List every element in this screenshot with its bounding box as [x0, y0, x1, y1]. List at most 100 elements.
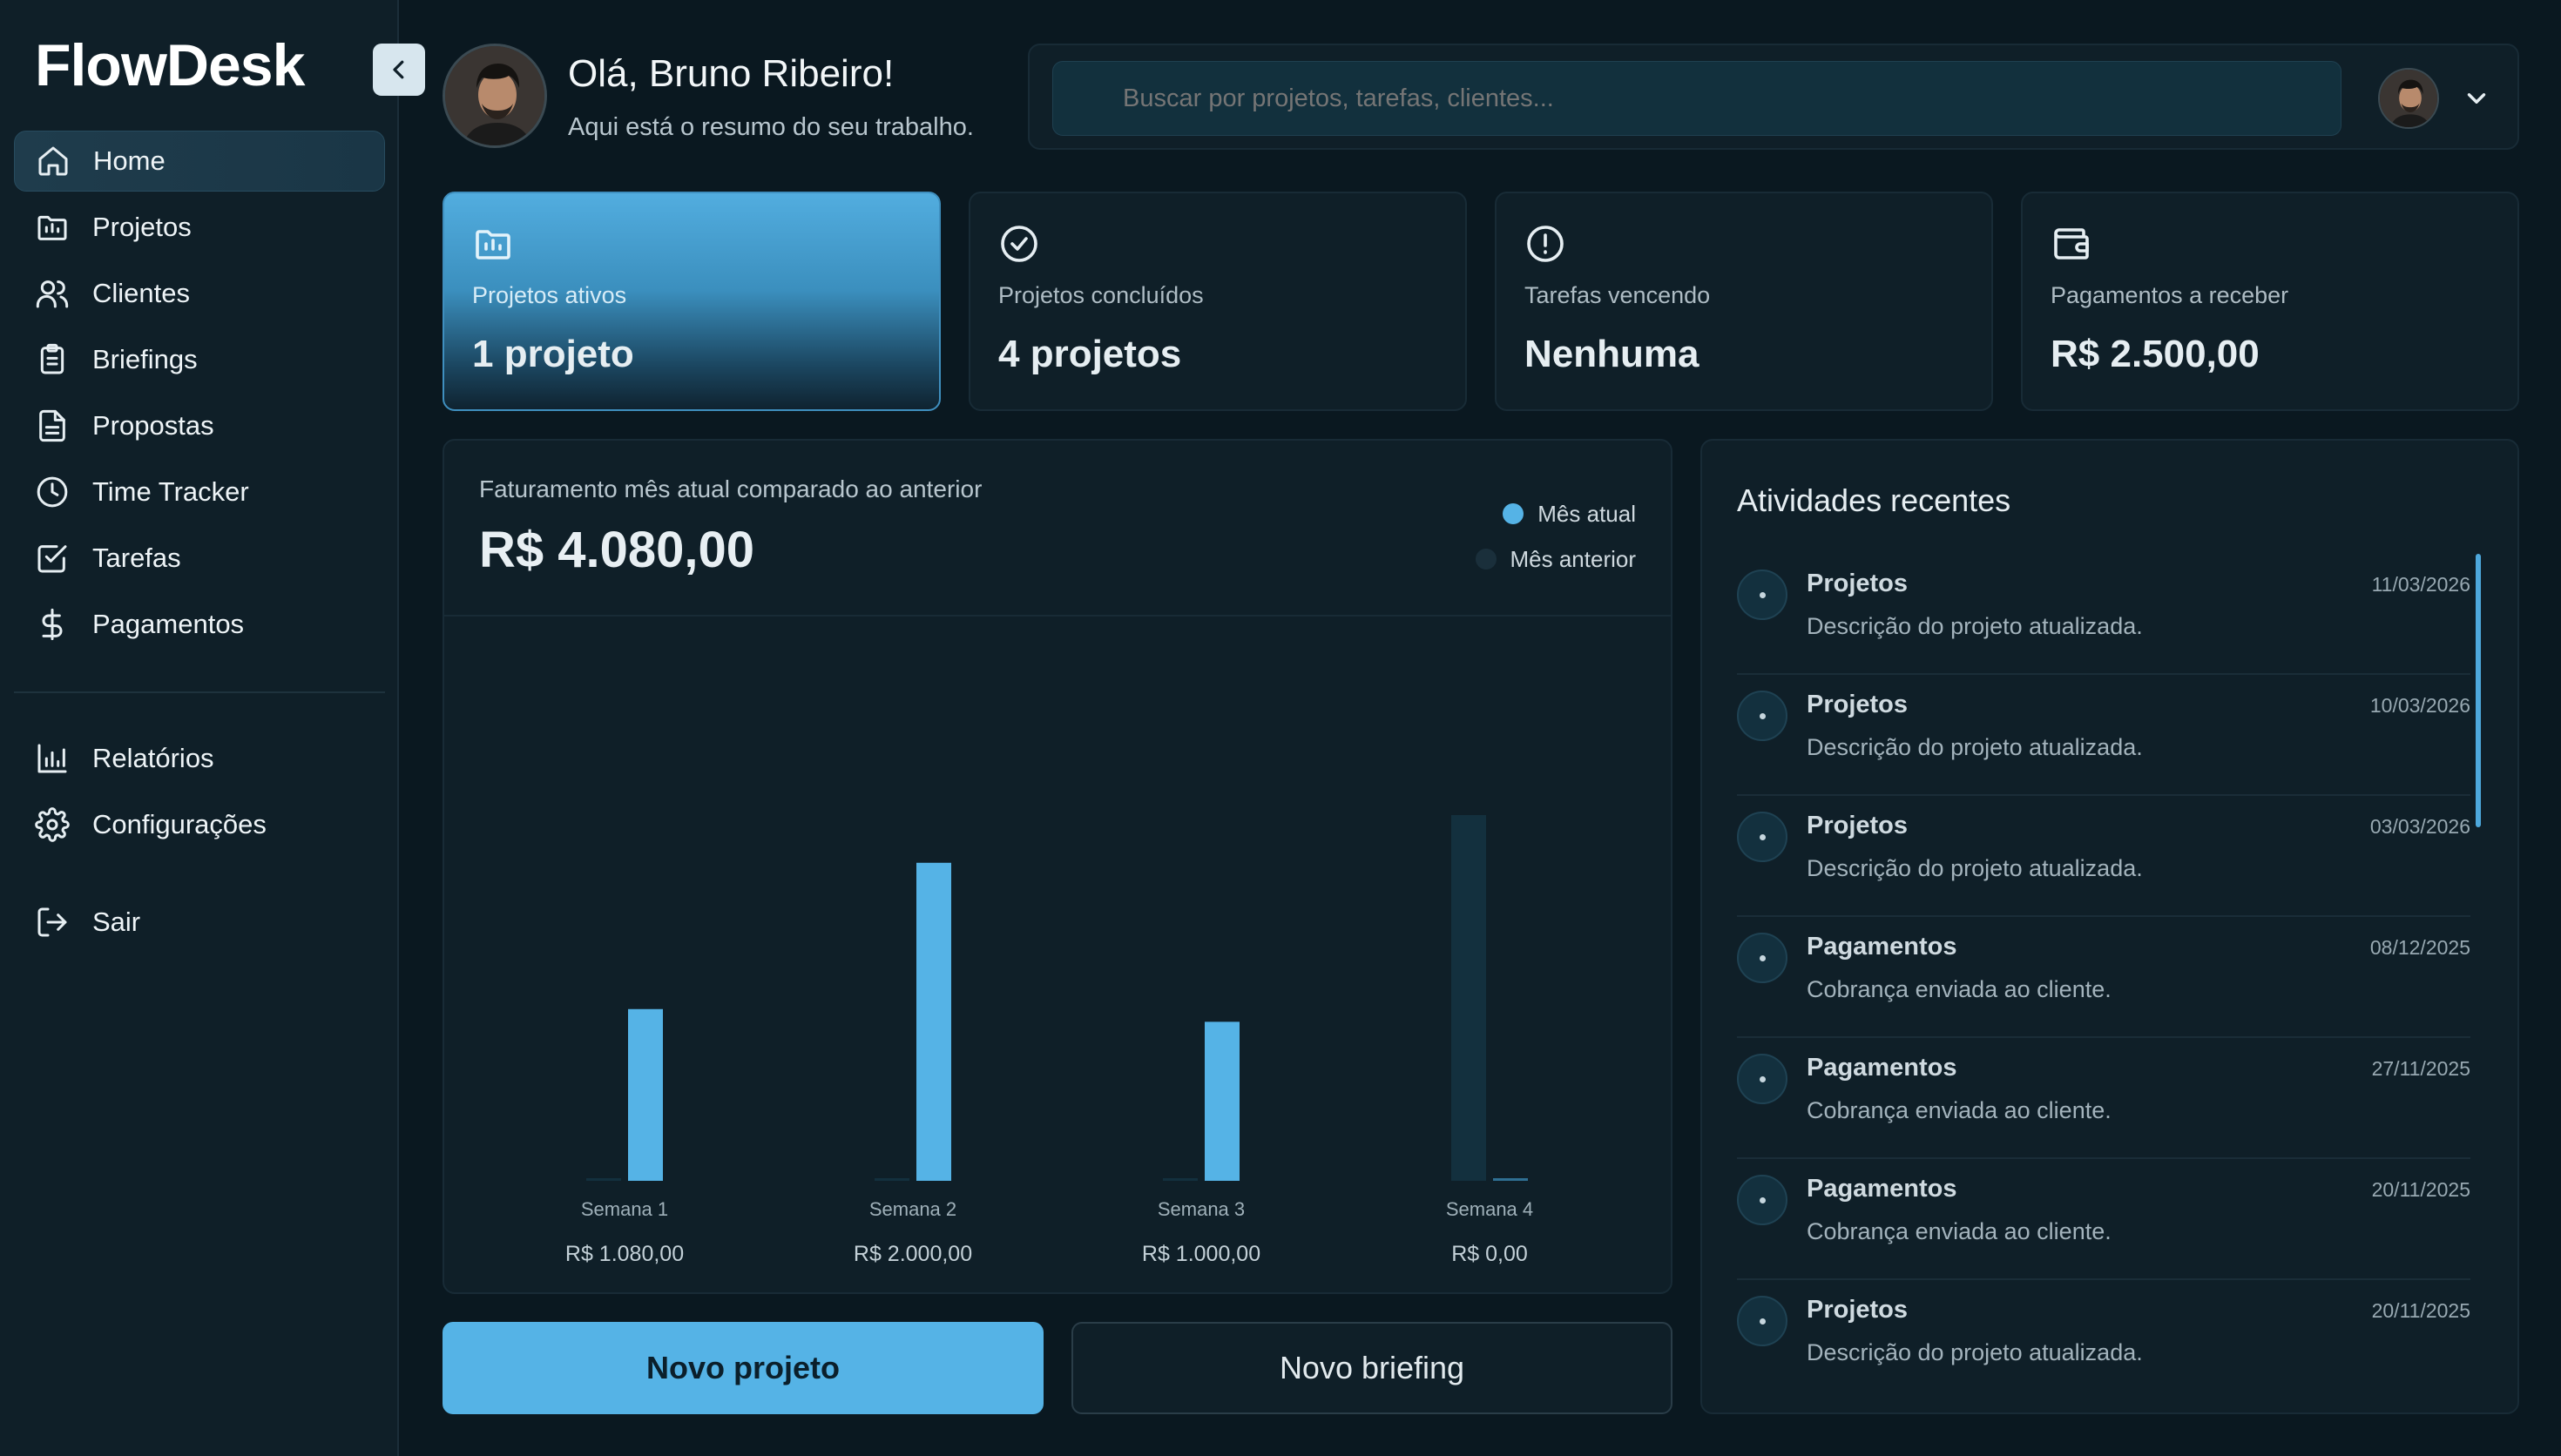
- bar-mes-anterior[interactable]: [875, 1178, 909, 1181]
- activity-description: Cobrança enviada ao cliente.: [1807, 1097, 2112, 1123]
- activity-name: Projetos: [1807, 1296, 1909, 1324]
- main-nav: Home Projetos Clientes Briefings Propost…: [14, 131, 385, 660]
- sidebar-item-sair[interactable]: Sair: [14, 892, 385, 953]
- sidebar-item-time-tracker[interactable]: Time Tracker: [14, 462, 385, 522]
- sidebar-item-label: Relatórios: [92, 743, 214, 773]
- users-icon: [36, 280, 69, 308]
- sidebar-item-briefings[interactable]: Briefings: [14, 329, 385, 390]
- sidebar: FlowDesk Home Projetos Clientes Briefing…: [0, 0, 399, 1456]
- user-photo-icon: [2380, 70, 2437, 127]
- bar-mes-atual[interactable]: [628, 1008, 663, 1181]
- sidebar-item-pagamentos[interactable]: Pagamentos: [14, 594, 385, 655]
- revenue-chart-panel: Faturamento mês atual comparado ao anter…: [443, 439, 1672, 1294]
- sidebar-divider: [14, 691, 385, 693]
- activity-date: 20/11/2025: [2371, 1299, 2470, 1322]
- x-tick-label: Semana 4: [1446, 1198, 1533, 1220]
- revenue-bar-chart: Semana 1 R$ 1.080,00 Semana 2 R$ 2.000,00 Se…: [565, 815, 1533, 1266]
- new-briefing-button[interactable]: Novo briefing: [1071, 1322, 1672, 1414]
- stat-label: Pagamentos a receber: [2051, 282, 2289, 308]
- home-icon: [38, 146, 68, 176]
- chevron-down-icon[interactable]: [2462, 84, 2491, 113]
- legend-swatch: [1503, 503, 1524, 524]
- sidebar-item-label: Time Tracker: [92, 476, 249, 507]
- stat-card-projetos-ativos[interactable]: Projetos ativos 1 projeto: [443, 192, 941, 411]
- chart-divider: [444, 615, 1671, 617]
- sidebar-item-relatorios[interactable]: Relatórios: [14, 728, 385, 789]
- activity-dot-icon: [1737, 1054, 1787, 1104]
- revenue-total: R$ 4.080,00: [479, 522, 755, 578]
- collapse-sidebar-button[interactable]: [373, 44, 425, 96]
- bar-mes-anterior[interactable]: [1163, 1178, 1198, 1181]
- user-menu-avatar[interactable]: [2378, 68, 2439, 129]
- activity-dot-icon: [1737, 570, 1787, 620]
- stat-card-pagamentos-receber[interactable]: Pagamentos a receber R$ 2.500,00: [2021, 192, 2519, 411]
- folder-chart-icon: [476, 230, 510, 260]
- clipboard-icon: [40, 343, 64, 374]
- sidebar-item-label: Home: [93, 145, 166, 176]
- sidebar-item-tarefas[interactable]: Tarefas: [14, 528, 385, 589]
- bar-mes-atual[interactable]: [1205, 1021, 1240, 1181]
- activity-item[interactable]: Projetos Descrição do projeto atualizada…: [1737, 554, 2470, 675]
- activity-item[interactable]: Projetos Descrição do projeto atualizada…: [1737, 796, 2470, 917]
- activity-item[interactable]: Projetos Descrição do projeto atualizada…: [1737, 1280, 2470, 1401]
- bar-mes-atual[interactable]: [1493, 1178, 1528, 1181]
- activity-item[interactable]: Projetos Descrição do projeto atualizada…: [1737, 675, 2470, 796]
- legend-swatch: [1475, 549, 1497, 570]
- legend-item-mes-atual[interactable]: Mês atual: [1476, 491, 1636, 536]
- sidebar-item-label: Sair: [92, 907, 141, 937]
- activity-name: Pagamentos: [1807, 933, 1957, 961]
- sidebar-item-label: Pagamentos: [92, 609, 245, 639]
- stat-card-tarefas-vencendo[interactable]: Tarefas vencendo Nenhuma: [1495, 192, 1993, 411]
- activities-scrollbar[interactable]: [2476, 554, 2481, 827]
- activity-dot-icon: [1737, 1296, 1787, 1346]
- bar-mes-anterior[interactable]: [586, 1178, 621, 1181]
- stat-value: 4 projetos: [998, 333, 1182, 375]
- activity-item[interactable]: Pagamentos Cobrança enviada ao cliente. …: [1737, 1038, 2470, 1159]
- activity-item[interactable]: Pagamentos Cobrança enviada ao cliente. …: [1737, 1159, 2470, 1280]
- activity-date: 20/11/2025: [2371, 1178, 2470, 1201]
- logout-icon: [37, 907, 67, 937]
- sidebar-item-label: Briefings: [92, 344, 198, 374]
- search-input[interactable]: [1052, 61, 2341, 136]
- secondary-nav: Relatórios Configurações: [14, 728, 385, 860]
- sidebar-item-propostas[interactable]: Propostas: [14, 395, 385, 456]
- activities-list: Projetos Descrição do projeto atualizada…: [1737, 554, 2470, 1401]
- recent-activities-panel: Atividades recentes Projetos Descrição d…: [1700, 439, 2519, 1414]
- activity-description: Cobrança enviada ao cliente.: [1807, 1218, 2112, 1244]
- bar-value-label: R$ 0,00: [1451, 1242, 1528, 1266]
- activity-description: Descrição do projeto atualizada.: [1807, 1339, 2143, 1365]
- alert-circle-icon: [1527, 226, 1564, 262]
- activity-description: Descrição do projeto atualizada.: [1807, 613, 2143, 639]
- legend-label: Mês atual: [1537, 500, 1636, 527]
- sidebar-item-home[interactable]: Home: [14, 131, 385, 192]
- bar-value-label: R$ 2.000,00: [854, 1242, 972, 1266]
- activity-date: 11/03/2026: [2371, 573, 2470, 596]
- clock-icon: [37, 476, 68, 508]
- sidebar-item-configuracoes[interactable]: Configurações: [14, 794, 385, 855]
- sidebar-item-clientes[interactable]: Clientes: [14, 263, 385, 324]
- app-logo: FlowDesk: [35, 32, 305, 98]
- greeting-subtitle: Aqui está o resumo do seu trabalho.: [568, 113, 974, 141]
- checkbox-icon: [37, 545, 67, 573]
- sidebar-item-projetos[interactable]: Projetos: [14, 197, 385, 258]
- activity-dot-icon: [1737, 691, 1787, 741]
- legend-item-mes-anterior[interactable]: Mês anterior: [1475, 536, 1636, 582]
- bar-mes-atual[interactable]: [916, 862, 951, 1181]
- activity-item[interactable]: Pagamentos Cobrança enviada ao cliente. …: [1737, 917, 2470, 1038]
- activity-name: Pagamentos: [1807, 1175, 1957, 1203]
- gear-icon: [35, 807, 70, 842]
- sidebar-item-label: Tarefas: [92, 543, 181, 573]
- user-photo-icon: [445, 46, 544, 145]
- activity-description: Cobrança enviada ao cliente.: [1807, 976, 2112, 1002]
- activity-date: 08/12/2025: [2369, 936, 2470, 959]
- new-project-button[interactable]: Novo projeto: [443, 1322, 1044, 1414]
- document-icon: [39, 409, 65, 442]
- stat-value: R$ 2.500,00: [2051, 333, 2260, 375]
- wallet-icon: [2054, 228, 2089, 260]
- bar-mes-anterior[interactable]: [1451, 815, 1486, 1181]
- check-circle-icon: [1001, 226, 1037, 262]
- x-tick-label: Semana 2: [869, 1198, 956, 1220]
- sidebar-item-label: Configurações: [92, 809, 267, 839]
- stat-label: Tarefas vencendo: [1524, 282, 1711, 308]
- stat-card-projetos-concluidos[interactable]: Projetos concluídos 4 projetos: [969, 192, 1467, 411]
